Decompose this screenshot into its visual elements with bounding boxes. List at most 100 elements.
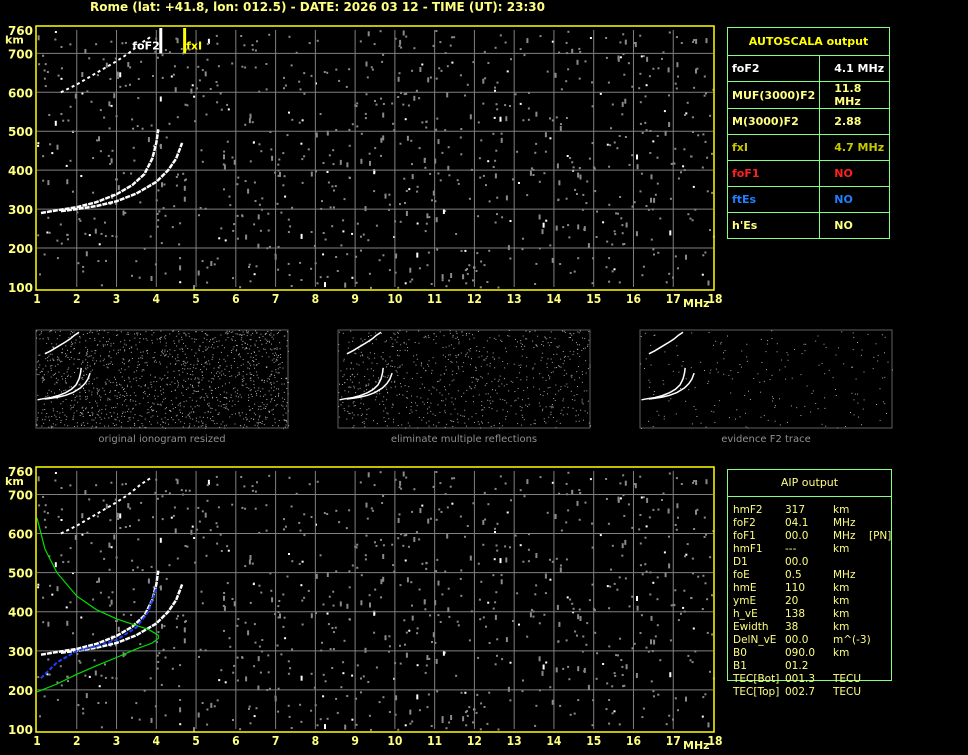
noise-dot [226, 140, 229, 143]
noise-dot [451, 401, 453, 403]
noise-dot [342, 219, 345, 222]
noise-dot [556, 420, 558, 422]
noise-dot [405, 211, 408, 216]
noise-dot [555, 393, 557, 395]
noise-dot [103, 390, 105, 392]
noise-dot [397, 332, 399, 334]
noise-dot [231, 367, 232, 369]
noise-dot [677, 267, 679, 270]
noise-dot [342, 230, 345, 233]
noise-dot [265, 332, 267, 334]
noise-dot [249, 390, 251, 392]
noise-dot [552, 417, 554, 418]
noise-dot [276, 347, 278, 349]
noise-dot [46, 673, 49, 676]
noise-dot [549, 137, 552, 140]
noise-dot [647, 208, 650, 211]
noise-dot [608, 280, 611, 283]
noise-dot [500, 137, 503, 143]
noise-dot [107, 344, 108, 346]
noise-dot [300, 720, 303, 723]
noise-dot [425, 370, 427, 372]
noise-dot [131, 716, 133, 719]
noise-dot [181, 336, 183, 338]
noise-dot [117, 185, 120, 191]
noise-dot [75, 339, 77, 341]
noise-dot [278, 388, 279, 390]
noise-dot [221, 370, 223, 372]
noise-dot [564, 369, 566, 371]
noise-dot [457, 390, 459, 392]
noise-dot [413, 361, 415, 363]
noise-dot [530, 167, 533, 170]
noise-dot [459, 136, 462, 139]
noise-dot [787, 359, 789, 361]
noise-dot [383, 417, 385, 419]
noise-dot [131, 358, 133, 359]
noise-dot [654, 334, 656, 336]
noise-dot [352, 402, 354, 404]
noise-dot [442, 650, 445, 656]
noise-dot [260, 405, 262, 407]
noise-dot [231, 62, 234, 65]
noise-dot [199, 346, 201, 347]
noise-dot [236, 214, 239, 217]
noise-dot [156, 667, 159, 670]
noise-dot [193, 425, 195, 427]
noise-dot [554, 367, 556, 369]
noise-dot [745, 412, 746, 414]
noise-dot [145, 331, 147, 333]
noise-dot [110, 158, 113, 164]
noise-dot [269, 378, 270, 380]
noise-dot [125, 344, 127, 346]
noise-dot [288, 553, 290, 555]
noise-dot [170, 400, 172, 402]
noise-dot [255, 414, 257, 416]
noise-dot [338, 350, 340, 352]
noise-dot [253, 384, 255, 385]
noise-dot [124, 350, 126, 352]
noise-dot [608, 722, 611, 725]
noise-dot [109, 78, 112, 80]
noise-dot [481, 377, 483, 379]
noise-dot [231, 503, 234, 506]
noise-dot [130, 614, 133, 616]
noise-dot [730, 392, 732, 394]
noise-dot [411, 378, 413, 380]
noise-dot [611, 270, 614, 273]
noise-dot [542, 341, 544, 342]
noise-dot [436, 690, 439, 693]
noise-dot [461, 331, 463, 333]
noise-dot [382, 554, 385, 559]
noise-dot [668, 472, 671, 475]
x-tick-label: 5 [192, 292, 200, 306]
noise-dot [193, 285, 195, 291]
noise-dot [673, 162, 676, 165]
noise-dot [543, 391, 545, 392]
noise-dot [653, 695, 655, 698]
noise-dot [218, 412, 220, 414]
aip-row: B1 01.2 [733, 660, 891, 673]
noise-dot [191, 385, 193, 387]
noise-dot [328, 595, 331, 598]
noise-dot [59, 359, 61, 361]
noise-dot [410, 409, 412, 411]
noise-dot [212, 354, 214, 356]
noise-dot [529, 331, 531, 333]
noise-dot [132, 127, 135, 130]
noise-dot [200, 149, 203, 152]
noise-dot [315, 612, 317, 615]
noise-dot [52, 408, 54, 410]
noise-dot [141, 357, 143, 359]
noise-dot [494, 89, 496, 92]
noise-dot [452, 370, 454, 372]
noise-dot [207, 403, 208, 405]
noise-dot [876, 404, 877, 405]
noise-dot [444, 386, 445, 388]
noise-dot [407, 104, 410, 107]
x-tick-label: 13 [507, 734, 522, 748]
noise-dot [268, 245, 271, 248]
noise-dot [623, 684, 626, 687]
noise-dot [160, 354, 162, 356]
noise-dot [89, 355, 91, 357]
